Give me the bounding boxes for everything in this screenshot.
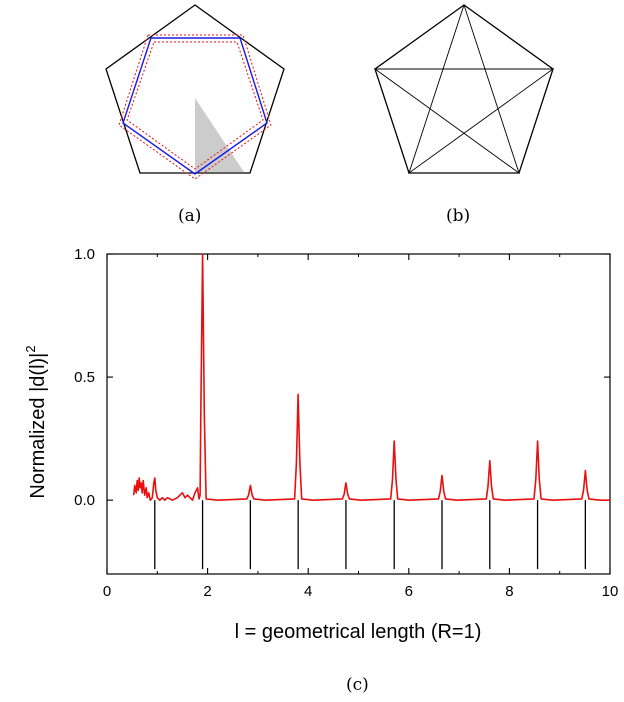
x-axis-label: l = geometrical length (R=1) <box>235 621 482 643</box>
x-tick-label: 8 <box>505 583 513 600</box>
orbit-blue <box>122 37 268 175</box>
x-tick-label: 2 <box>203 583 211 600</box>
pentagon-outline-b <box>374 4 554 174</box>
fundamental-domain-triangle <box>195 98 244 172</box>
y-tick-label: 0.0 <box>74 492 95 509</box>
x-tick-label: 4 <box>304 583 312 600</box>
y-axis-label: Normalized |d(l)|2 <box>23 345 49 498</box>
spectrum-line <box>132 253 610 502</box>
panel-a-diagram <box>105 3 555 180</box>
y-tick-label: 0.5 <box>74 369 95 386</box>
y-axis-label-text: Normalized |d(l)| <box>27 353 49 499</box>
panel-c-label: (c) <box>346 675 369 695</box>
pentagram-star <box>373 3 555 175</box>
x-tick-label: 0 <box>103 583 111 600</box>
x-tick-label: 6 <box>405 583 413 600</box>
orbit-red-dashed-inner <box>126 41 264 170</box>
plot-frame <box>106 253 611 575</box>
pentagon-outline-a <box>105 4 285 174</box>
x-tick-label: 10 <box>602 583 619 600</box>
panel-b-label: (b) <box>446 206 471 226</box>
y-axis-label-superscript: 2 <box>23 345 38 352</box>
y-tick-label: 1.0 <box>74 246 95 263</box>
length-spectrum-chart: 0 2 4 6 8 10 0.0 0.5 1.0 l = geometrical length … <box>23 246 619 643</box>
panel-a-label: (a) <box>178 206 202 226</box>
